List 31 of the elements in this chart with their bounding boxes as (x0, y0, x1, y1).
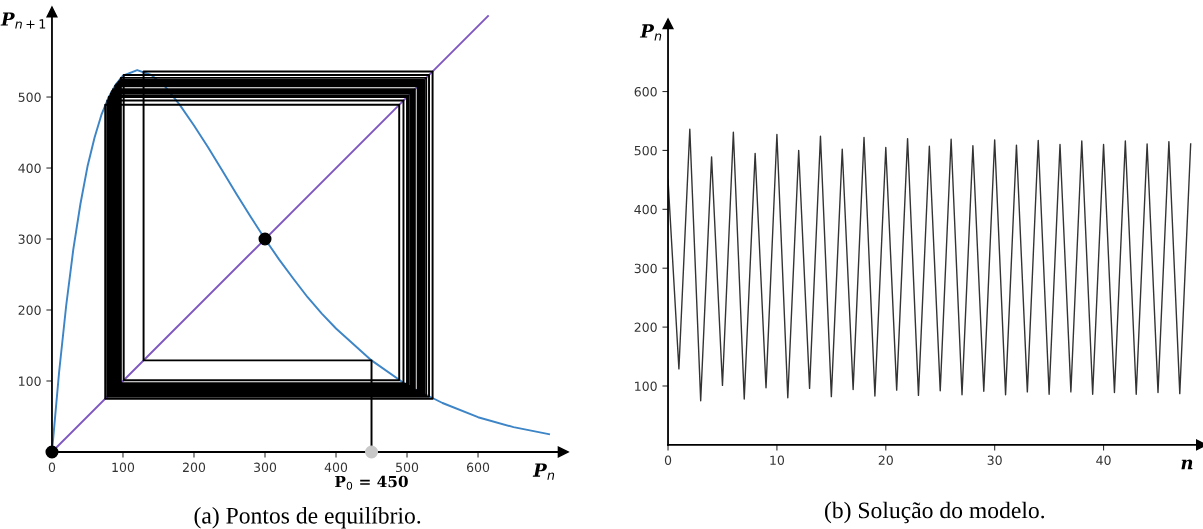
y-tick-label: 500 (18, 92, 41, 102)
x-axis-title: P$_{n}$ (532, 463, 555, 480)
y-tick-label: 100 (19, 376, 41, 386)
y-tick-label: 500 (634, 145, 657, 156)
x-tick-label: 200 (182, 462, 206, 473)
x-tick-label: 0 (664, 455, 672, 465)
y-axis-title: P$_{n+1}$ (0, 12, 46, 29)
y-tick-label: 100 (635, 381, 657, 391)
y-tick-label: 300 (18, 234, 41, 244)
x-tick-label: 40 (1096, 455, 1111, 465)
x-axis-title: n (1181, 459, 1193, 470)
line-series (668, 128, 1192, 402)
x-tick-label: 0 (48, 462, 56, 473)
text: (a) Pontos de equilíbrio. (194, 506, 421, 529)
x-tick-label: 100 (112, 462, 135, 473)
y-axis-title: P$_{n}$ (639, 24, 662, 41)
y-tick-label: 400 (18, 163, 41, 173)
x-tick-label: 500 (396, 462, 419, 473)
x-tick-label: 300 (254, 462, 277, 473)
y-tick-label: 200 (18, 305, 41, 315)
x-tick-label: 20 (878, 455, 893, 465)
annotation: P$_{0}$ = 450 (335, 475, 408, 490)
y-tick-label: 400 (634, 204, 657, 215)
x-tick-label: 30 (987, 455, 1002, 465)
y-tick-label: 200 (634, 322, 657, 333)
x-tick-label: 600 (466, 462, 490, 473)
y-tick-label: 600 (634, 87, 657, 97)
text: (b) Solução do modelo. (825, 501, 1045, 524)
y-tick-label: 300 (634, 263, 657, 274)
x-tick-label: 400 (324, 462, 348, 473)
x-tick-label: 10 (770, 455, 785, 465)
